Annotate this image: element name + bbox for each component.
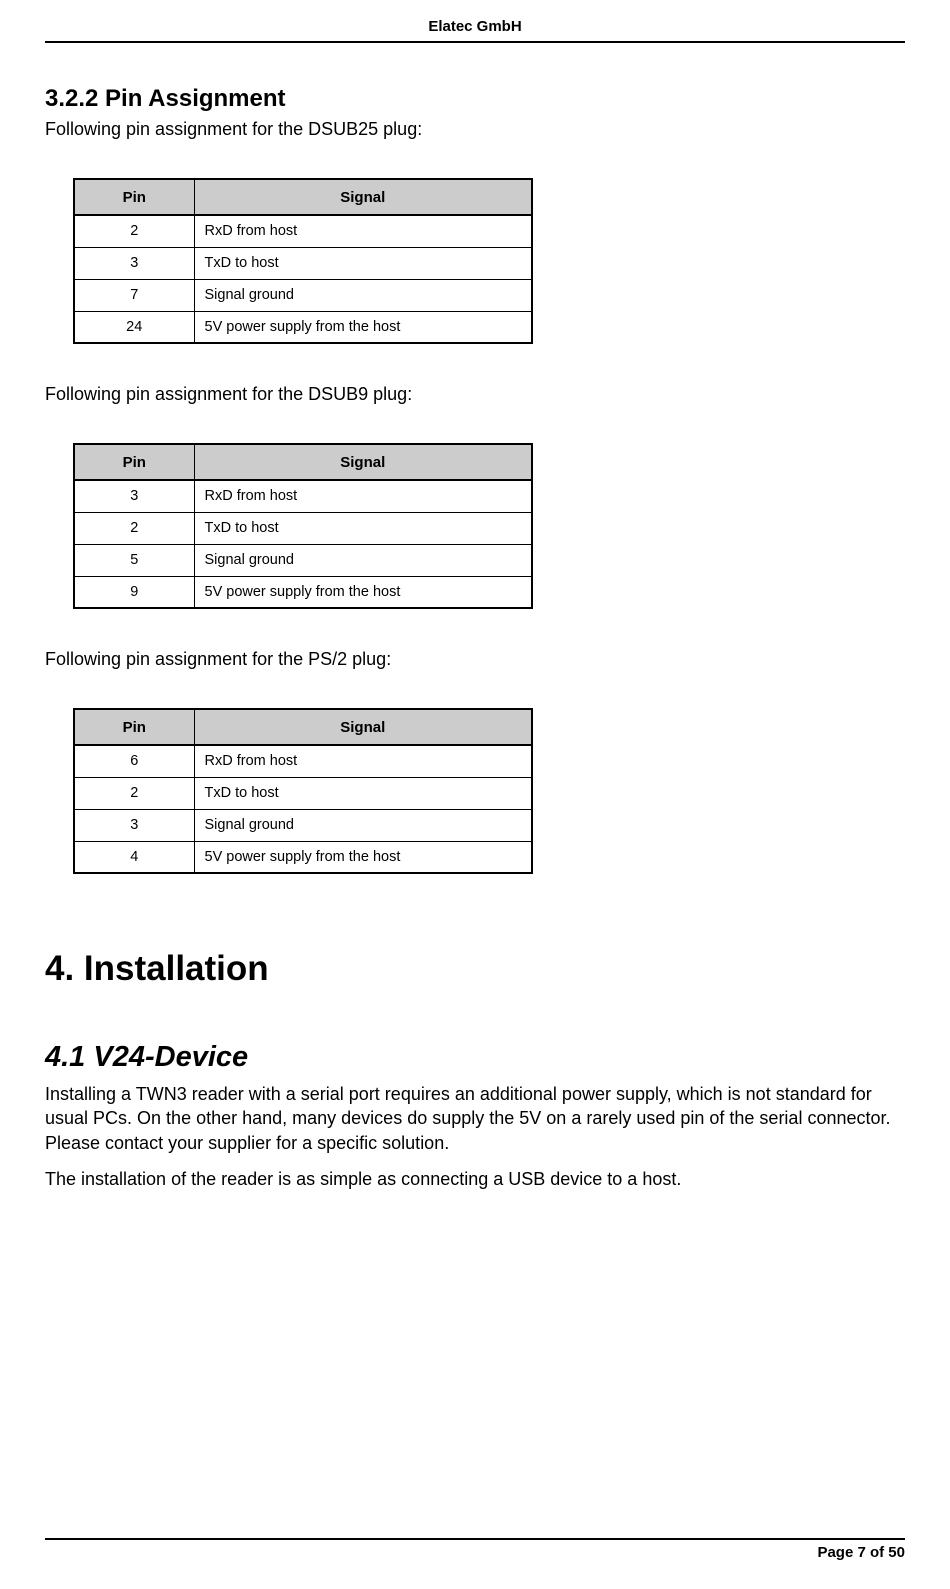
pin-cell: 2 xyxy=(74,777,194,809)
pin-cell: 7 xyxy=(74,279,194,311)
signal-cell: Signal ground xyxy=(194,544,532,576)
table-row: 3 TxD to host xyxy=(74,247,532,279)
intro-dsub25: Following pin assignment for the DSUB25 … xyxy=(45,119,905,140)
col-header-signal: Signal xyxy=(194,709,532,745)
intro-ps2: Following pin assignment for the PS/2 pl… xyxy=(45,649,905,670)
pin-table-dsub25: Pin Signal 2 RxD from host 3 TxD to host… xyxy=(73,178,533,344)
col-header-signal: Signal xyxy=(194,444,532,480)
pin-cell: 3 xyxy=(74,809,194,841)
pin-cell: 6 xyxy=(74,745,194,777)
pin-table-ps2: Pin Signal 6 RxD from host 2 TxD to host… xyxy=(73,708,533,874)
table-row: 4 5V power supply from the host xyxy=(74,841,532,873)
signal-cell: TxD to host xyxy=(194,247,532,279)
pin-cell: 2 xyxy=(74,215,194,247)
company-name: Elatec GmbH xyxy=(428,18,521,35)
table-row: 2 RxD from host xyxy=(74,215,532,247)
pin-cell: 24 xyxy=(74,311,194,343)
para-v24-2: The installation of the reader is as sim… xyxy=(45,1167,905,1191)
table-row: 2 TxD to host xyxy=(74,777,532,809)
table-row: 2 TxD to host xyxy=(74,512,532,544)
table-row: 5 Signal ground xyxy=(74,544,532,576)
signal-cell: Signal ground xyxy=(194,809,532,841)
signal-cell: RxD from host xyxy=(194,215,532,247)
table-row: 3 Signal ground xyxy=(74,809,532,841)
heading-4-1: 4.1 V24-Device xyxy=(45,1041,905,1074)
pin-cell: 2 xyxy=(74,512,194,544)
para-v24-1: Installing a TWN3 reader with a serial p… xyxy=(45,1082,905,1155)
col-header-pin: Pin xyxy=(74,709,194,745)
pin-cell: 9 xyxy=(74,576,194,608)
col-header-pin: Pin xyxy=(74,444,194,480)
page-number: Page 7 of 50 xyxy=(817,1544,905,1561)
pin-cell: 3 xyxy=(74,480,194,512)
table-row: 9 5V power supply from the host xyxy=(74,576,532,608)
pin-table-dsub9: Pin Signal 3 RxD from host 2 TxD to host… xyxy=(73,443,533,609)
pin-cell: 3 xyxy=(74,247,194,279)
signal-cell: TxD to host xyxy=(194,777,532,809)
table-row: 6 RxD from host xyxy=(74,745,532,777)
document-page: Elatec GmbH 3.2.2 Pin Assignment Followi… xyxy=(0,0,950,1589)
pin-cell: 5 xyxy=(74,544,194,576)
heading-4: 4. Installation xyxy=(45,949,905,989)
signal-cell: 5V power supply from the host xyxy=(194,311,532,343)
page-header: Elatec GmbH xyxy=(45,18,905,43)
col-header-signal: Signal xyxy=(194,179,532,215)
signal-cell: Signal ground xyxy=(194,279,532,311)
table-header-row: Pin Signal xyxy=(74,179,532,215)
intro-dsub9: Following pin assignment for the DSUB9 p… xyxy=(45,384,905,405)
signal-cell: 5V power supply from the host xyxy=(194,841,532,873)
table-header-row: Pin Signal xyxy=(74,444,532,480)
table-row: 7 Signal ground xyxy=(74,279,532,311)
signal-cell: RxD from host xyxy=(194,480,532,512)
signal-cell: TxD to host xyxy=(194,512,532,544)
heading-3-2-2: 3.2.2 Pin Assignment xyxy=(45,85,905,113)
table-header-row: Pin Signal xyxy=(74,709,532,745)
table-row: 24 5V power supply from the host xyxy=(74,311,532,343)
page-footer: Page 7 of 50 xyxy=(45,1538,905,1561)
pin-cell: 4 xyxy=(74,841,194,873)
table-row: 3 RxD from host xyxy=(74,480,532,512)
col-header-pin: Pin xyxy=(74,179,194,215)
signal-cell: RxD from host xyxy=(194,745,532,777)
signal-cell: 5V power supply from the host xyxy=(194,576,532,608)
